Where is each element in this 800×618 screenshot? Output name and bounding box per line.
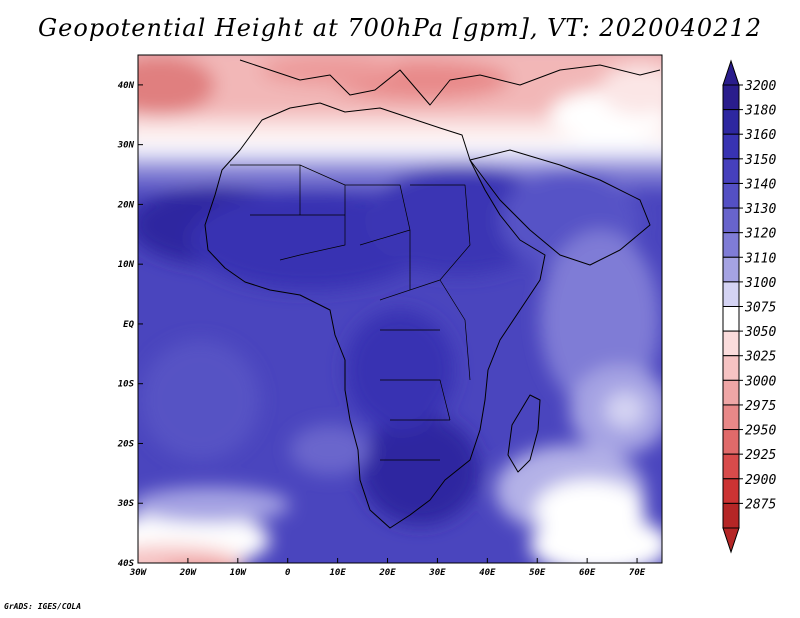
lat-tick-label: 30S bbox=[117, 499, 135, 509]
colorbar-swatch bbox=[722, 355, 740, 381]
colorbar-label: 3140 bbox=[744, 177, 776, 192]
colorbar-label: 3110 bbox=[744, 251, 776, 266]
colorbar-swatch bbox=[722, 404, 740, 431]
lat-tick-label: 10S bbox=[118, 380, 135, 390]
colorbar-swatch bbox=[722, 429, 740, 455]
colorbar-swatch bbox=[722, 330, 740, 357]
colorbar-bottom-arrow bbox=[722, 527, 740, 554]
colorbar-label: 3120 bbox=[744, 227, 776, 242]
lat-tick-label: 20S bbox=[117, 439, 135, 449]
lon-tick-label: 0 bbox=[285, 568, 291, 578]
lon-tick-label: 40E bbox=[479, 568, 496, 578]
colorbar-swatch bbox=[722, 306, 740, 332]
europe-coast bbox=[239, 59, 661, 106]
lat-tick-label: 30N bbox=[117, 141, 135, 151]
arabian-peninsula bbox=[469, 149, 651, 266]
colorbar-top-arrow bbox=[722, 59, 740, 86]
lat-tick-label: 10N bbox=[118, 260, 135, 270]
lat-axis: 40N 30N 20N 10N EQ 10S 20S 30S 40S bbox=[117, 81, 143, 569]
colorbar-label: 3150 bbox=[744, 153, 776, 168]
lon-tick-label: 70E bbox=[629, 568, 646, 578]
africa-coastline bbox=[204, 102, 546, 529]
height-field bbox=[138, 55, 662, 563]
plot-frame bbox=[137, 54, 663, 564]
colorbar-label: 3075 bbox=[744, 301, 776, 316]
colorbar-swatch bbox=[722, 84, 740, 111]
lon-tick-label: 20E bbox=[378, 568, 396, 578]
lon-tick-label: 30E bbox=[428, 568, 446, 578]
colorbar-label: 3100 bbox=[744, 276, 776, 291]
colorbar-label: 3000 bbox=[744, 374, 776, 389]
colorbar-label: 2950 bbox=[745, 424, 776, 439]
colorbar-label: 3025 bbox=[744, 350, 776, 365]
lon-tick-label: 30W bbox=[129, 568, 148, 578]
colorbar-swatch bbox=[722, 158, 740, 184]
lat-tick-label: 40N bbox=[118, 81, 135, 91]
colorbar-swatch bbox=[722, 109, 740, 135]
colorbar-label: 3180 bbox=[744, 104, 776, 119]
grads-credit: GrADS: IGES/COLA bbox=[4, 602, 82, 611]
colorbar-swatch bbox=[722, 453, 740, 480]
madagascar-outline bbox=[507, 394, 541, 473]
colorbar-label: 2925 bbox=[745, 448, 776, 463]
colorbar-swatch bbox=[722, 182, 740, 209]
country-borders bbox=[230, 164, 471, 461]
lon-tick-label: 60E bbox=[579, 568, 596, 578]
colorbar-label: 3050 bbox=[744, 325, 776, 340]
lat-tick-label: 40S bbox=[118, 559, 135, 569]
colorbar-swatch bbox=[722, 256, 740, 283]
colorbar-swatch bbox=[722, 478, 740, 504]
colorbar-label: 2900 bbox=[745, 473, 776, 488]
colorbar-label: 3160 bbox=[744, 128, 776, 143]
lat-tick-label: 20N bbox=[117, 200, 135, 210]
colorbar-swatch bbox=[722, 207, 740, 234]
colorbar-swatch bbox=[722, 502, 740, 529]
chart-title: Geopotential Height at 700hPa [gpm], VT:… bbox=[38, 14, 762, 42]
colorbar: 3200 3180 3160 3150 3140 3130 3120 3110 3100 3075… bbox=[722, 59, 776, 554]
colorbar-swatch bbox=[722, 281, 740, 307]
colorbar-swatch bbox=[722, 379, 740, 406]
lon-axis: 30W 20W 10W 0 10E 20E 30E 40E 50E 60E 70E bbox=[129, 558, 646, 578]
colorbar-label: 3130 bbox=[744, 202, 776, 217]
lon-tick-label: 10E bbox=[329, 568, 346, 578]
colorbar-swatch bbox=[722, 232, 740, 258]
colorbar-label: 2975 bbox=[745, 399, 776, 414]
lon-tick-label: 50E bbox=[529, 568, 546, 578]
lat-tick-label: EQ bbox=[123, 320, 134, 330]
colorbar-swatch bbox=[722, 133, 740, 160]
lon-tick-label: 20W bbox=[179, 568, 198, 578]
colorbar-label: 3200 bbox=[744, 79, 776, 94]
colorbar-label: 2875 bbox=[745, 497, 776, 512]
lon-tick-label: 10W bbox=[230, 568, 248, 578]
